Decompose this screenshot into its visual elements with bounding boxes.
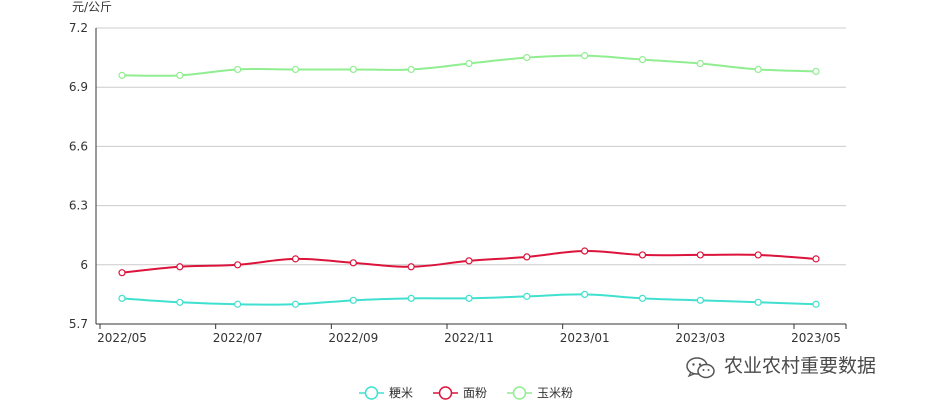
data-point[interactable]: [754, 65, 762, 74]
data-point[interactable]: [291, 65, 300, 74]
x-tick-label: 2022/09: [328, 331, 378, 345]
x-tick-label: 2023/03: [675, 331, 725, 345]
y-tick-label: 6: [80, 258, 88, 272]
data-point[interactable]: [812, 67, 820, 76]
data-point[interactable]: [349, 65, 357, 74]
data-point[interactable]: [291, 300, 300, 308]
data-point[interactable]: [638, 251, 647, 259]
data-point[interactable]: [118, 71, 126, 79]
legend-label: 面粉: [463, 386, 487, 400]
data-point[interactable]: [638, 55, 647, 64]
data-point[interactable]: [234, 300, 242, 308]
data-point[interactable]: [696, 296, 704, 304]
data-point[interactable]: [523, 53, 531, 62]
watermark-text: 农业农村重要数据: [724, 355, 876, 377]
y-tick-label: 5.7: [69, 317, 88, 331]
data-point[interactable]: [638, 294, 647, 302]
data-point[interactable]: [176, 71, 184, 79]
legend-marker: [364, 386, 379, 400]
data-point[interactable]: [754, 298, 762, 306]
data-point[interactable]: [234, 65, 242, 74]
data-point[interactable]: [407, 65, 415, 74]
axes: 5.7 6 6.3 6.6 6.9 7.2 2022/05 2022/07 2022/09 202…: [69, 21, 847, 345]
data-point[interactable]: [581, 52, 589, 60]
x-tick-label: 2022/11: [444, 331, 494, 345]
data-point[interactable]: [754, 251, 762, 259]
legend-item-2[interactable]: 玉米粉: [507, 386, 573, 400]
data-point[interactable]: [696, 59, 704, 68]
y-tick-label: 6.6: [69, 139, 88, 153]
data-point[interactable]: [465, 59, 473, 68]
data-point[interactable]: [118, 269, 126, 277]
data-point[interactable]: [349, 296, 357, 304]
data-point[interactable]: [176, 263, 184, 271]
data-point[interactable]: [696, 251, 704, 259]
legend-marker: [512, 386, 527, 400]
data-point[interactable]: [465, 257, 473, 265]
legend-item-1[interactable]: 面粉: [433, 386, 487, 400]
y-tick-label: 7.2: [69, 21, 88, 35]
data-point[interactable]: [812, 300, 820, 308]
x-tick-label: 2023/01: [560, 331, 610, 345]
data-point[interactable]: [523, 292, 531, 300]
watermark: 农业农村重要数据: [686, 355, 876, 379]
data-points: [118, 52, 820, 308]
data-point[interactable]: [176, 298, 184, 306]
legend-marker: [438, 386, 453, 400]
y-axis-unit-label: 元/公斤: [72, 0, 112, 14]
data-point[interactable]: [812, 255, 820, 263]
y-tick-label: 6.9: [69, 80, 88, 94]
wechat-logo-icon: [686, 357, 715, 379]
data-point[interactable]: [234, 261, 242, 269]
data-point[interactable]: [407, 294, 415, 302]
data-point[interactable]: [349, 259, 357, 267]
data-point[interactable]: [118, 294, 126, 302]
legend-label: 玉米粉: [537, 386, 573, 400]
series-lines: [121, 54, 817, 306]
data-point[interactable]: [581, 290, 589, 298]
data-point[interactable]: [407, 263, 415, 271]
data-point[interactable]: [581, 247, 589, 255]
x-tick-label: 2022/07: [213, 331, 263, 345]
data-point[interactable]: [465, 294, 473, 302]
legend-label: 粳米: [389, 386, 413, 400]
legend-item-0[interactable]: 粳米: [359, 386, 413, 400]
legend: 粳米 面粉 玉米粉: [359, 386, 573, 400]
x-tick-label: 2023/05: [791, 331, 841, 345]
x-tick-label: 2022/05: [97, 331, 147, 345]
y-tick-label: 6.3: [69, 199, 88, 213]
data-point[interactable]: [523, 253, 531, 261]
data-point[interactable]: [291, 255, 300, 263]
